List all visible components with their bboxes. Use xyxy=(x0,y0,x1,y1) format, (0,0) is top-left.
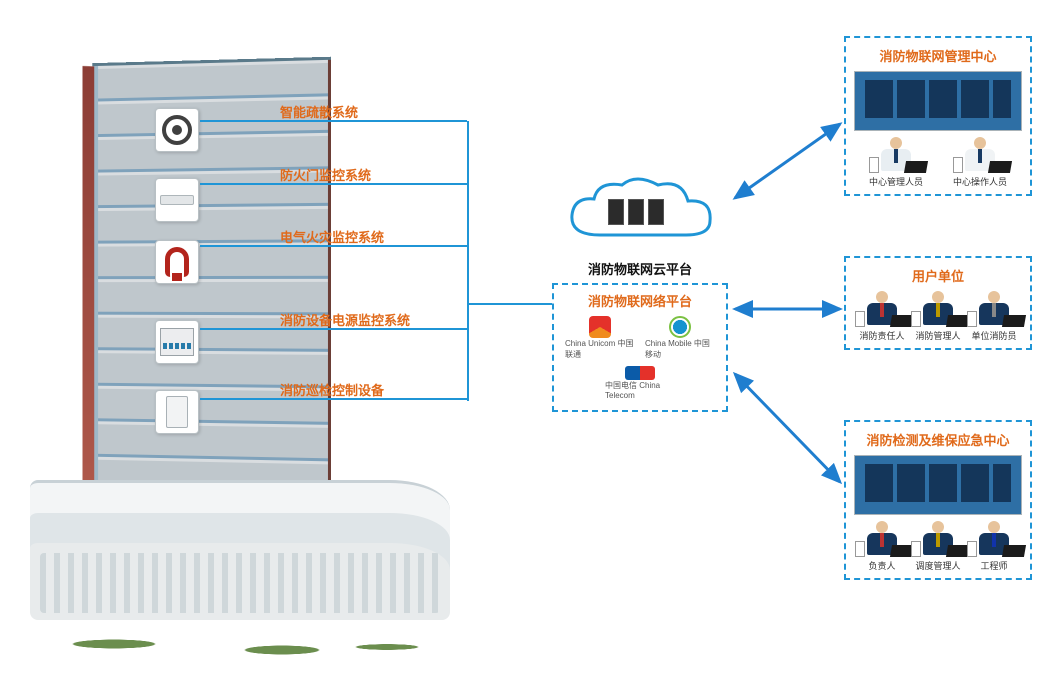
panel-maint-people-row: 负责人 调度管理人 工程师 xyxy=(854,521,1022,572)
system-label-2: 电气火灾监控系统 xyxy=(280,227,384,246)
cloud-label: 消防物联网云平台 xyxy=(560,259,720,278)
panel-maint-role-1-label: 调度管理人 xyxy=(915,559,960,572)
power-device-icon xyxy=(160,328,194,356)
server-icons xyxy=(608,199,664,225)
patrol-device-icon xyxy=(166,396,188,428)
panel-mgmt: 消防物联网管理中心中心管理人员 中心操作人员 xyxy=(844,36,1032,196)
person-icon xyxy=(865,521,899,557)
carrier-row: China Unicom 中国联通 China Mobile 中国移动中国电信 C… xyxy=(562,316,718,400)
panel-maint-title: 消防检测及维保应急中心 xyxy=(854,430,1022,449)
building-illustration xyxy=(0,60,480,676)
cloud-icon xyxy=(560,175,720,255)
carrier-ct: 中国电信 China Telecom xyxy=(605,366,675,400)
panel-user: 用户单位消防责任人消防管理人单位消防员 xyxy=(844,256,1032,350)
arrow-cloud-to-user xyxy=(735,300,845,318)
panel-mgmt-video-wall xyxy=(854,71,1022,131)
panel-user-person-2: 单位消防员 xyxy=(967,291,1021,342)
cloud-platform: 消防物联网云平台 xyxy=(560,175,720,278)
person-icon xyxy=(921,291,955,327)
panel-user-role-1-label: 消防管理人 xyxy=(915,329,960,342)
panel-mgmt-title: 消防物联网管理中心 xyxy=(854,46,1022,65)
person-icon xyxy=(921,521,955,557)
carrier-cm-logo-icon xyxy=(669,316,691,338)
person-icon xyxy=(879,137,913,173)
network-platform-title: 消防物联网络平台 xyxy=(562,291,718,310)
arrow-cloud-to-maint xyxy=(735,370,845,490)
panel-maint-person-0: 负责人 xyxy=(855,521,909,572)
firedoor-device-icon xyxy=(160,195,194,205)
panel-maint: 消防检测及维保应急中心负责人 调度管理人 工程师 xyxy=(844,420,1032,580)
carrier-ct-logo-icon xyxy=(625,366,655,380)
trunk-to-center xyxy=(467,303,552,305)
carrier-cu-name: China Unicom 中国联通 xyxy=(565,338,635,360)
panel-mgmt-people-row: 中心管理人员 中心操作人员 xyxy=(854,137,1022,188)
greenery xyxy=(30,620,450,680)
carrier-ct-name: 中国电信 China Telecom xyxy=(605,380,675,400)
carrier-cu: China Unicom 中国联通 xyxy=(565,316,635,360)
person-icon xyxy=(977,291,1011,327)
arrow-cloud-to-mgmt xyxy=(735,120,845,200)
panel-user-role-2-label: 单位消防员 xyxy=(971,329,1016,342)
person-icon xyxy=(977,521,1011,557)
panel-user-title: 用户单位 xyxy=(854,266,1022,285)
system-label-0: 智能疏散系统 xyxy=(280,102,358,121)
power-device xyxy=(155,320,199,364)
network-platform-box: 消防物联网络平台 China Unicom 中国联通 China Mobile 中… xyxy=(552,283,728,412)
system-label-3: 消防设备电源监控系统 xyxy=(280,310,410,329)
electrical-device xyxy=(155,240,199,284)
carrier-cm-name: China Mobile 中国移动 xyxy=(645,338,715,360)
panel-mgmt-person-0: 中心管理人员 xyxy=(869,137,923,188)
patrol-device xyxy=(155,390,199,434)
firedoor-device xyxy=(155,178,199,222)
electrical-device-icon xyxy=(165,247,189,277)
panel-maint-person-2: 工程师 xyxy=(967,521,1021,572)
tower xyxy=(92,57,331,524)
panel-maint-video-wall xyxy=(854,455,1022,515)
panel-mgmt-role-1-label: 中心操作人员 xyxy=(953,175,1007,188)
system-label-1: 防火门监控系统 xyxy=(280,165,371,184)
panel-user-person-1: 消防管理人 xyxy=(911,291,965,342)
panel-user-person-0: 消防责任人 xyxy=(855,291,909,342)
trunk-line xyxy=(467,121,469,401)
carrier-cu-logo-icon xyxy=(589,316,611,338)
panel-maint-role-0-label: 负责人 xyxy=(868,559,895,572)
panel-maint-role-2-label: 工程师 xyxy=(980,559,1007,572)
panel-mgmt-role-0-label: 中心管理人员 xyxy=(869,175,923,188)
system-label-4: 消防巡检控制设备 xyxy=(280,380,384,399)
person-icon xyxy=(865,291,899,327)
carrier-cm: China Mobile 中国移动 xyxy=(645,316,715,360)
evacuation-device-icon xyxy=(162,115,192,145)
person-icon xyxy=(963,137,997,173)
panel-maint-person-1: 调度管理人 xyxy=(911,521,965,572)
podium xyxy=(30,480,450,620)
panel-user-people-row: 消防责任人消防管理人单位消防员 xyxy=(854,291,1022,342)
evacuation-device xyxy=(155,108,199,152)
panel-user-role-0-label: 消防责任人 xyxy=(859,329,904,342)
panel-mgmt-person-1: 中心操作人员 xyxy=(953,137,1007,188)
